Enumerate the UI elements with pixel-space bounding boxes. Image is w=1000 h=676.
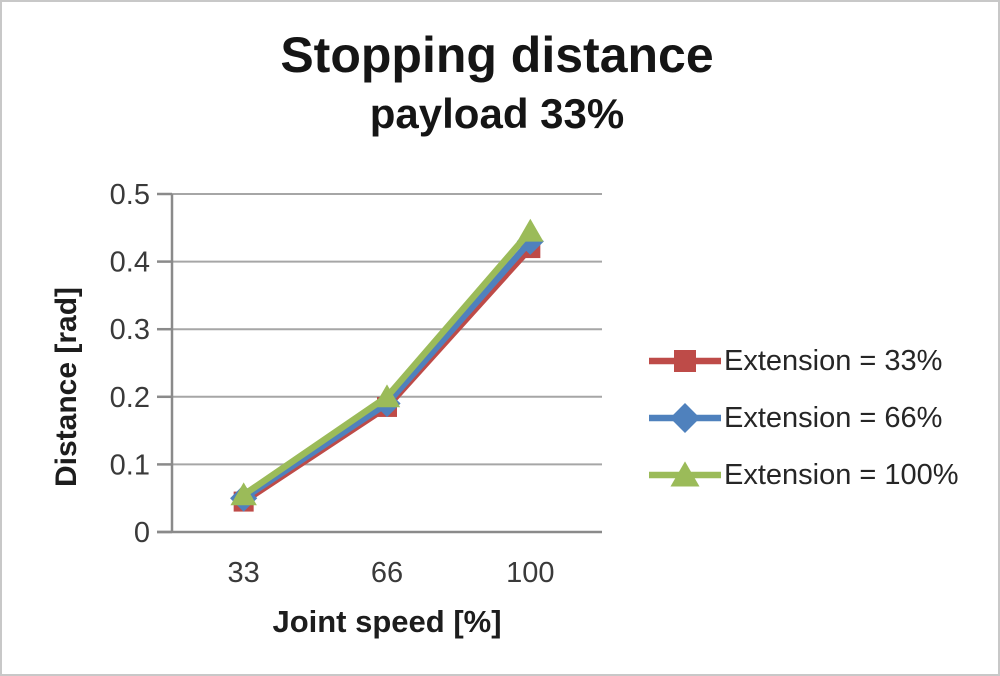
legend-label: Extension = 100% (724, 458, 959, 491)
x-axis-title: Joint speed [%] (272, 604, 502, 639)
legend-label: Extension = 66% (724, 401, 943, 434)
legend-item-extension-100: Extension = 100% (648, 456, 959, 494)
legend-item-extension-33: Extension = 33% (648, 342, 959, 380)
svg-text:0.3: 0.3 (110, 314, 150, 346)
legend-label: Extension = 33% (724, 344, 943, 377)
svg-text:0.2: 0.2 (110, 382, 150, 414)
legend-marker-diamond-icon (649, 403, 721, 433)
svg-text:33: 33 (228, 557, 260, 589)
y-axis-title: Distance [rad] (50, 286, 83, 488)
chart-legend: Extension = 33% Extension = 66% Extensio… (648, 342, 959, 513)
legend-marker-triangle-icon (649, 461, 721, 487)
legend-marker-square-icon (649, 350, 721, 372)
chart-title: Stopping distance (280, 27, 714, 83)
svg-text:0.5: 0.5 (110, 179, 150, 211)
svg-text:0.4: 0.4 (110, 247, 150, 279)
legend-item-extension-66: Extension = 66% (648, 399, 959, 437)
svg-text:0.1: 0.1 (110, 449, 150, 481)
chart-subtitle: payload 33% (369, 90, 625, 137)
svg-text:0: 0 (134, 517, 150, 549)
svg-text:66: 66 (371, 557, 403, 589)
svg-text:100: 100 (506, 557, 554, 589)
